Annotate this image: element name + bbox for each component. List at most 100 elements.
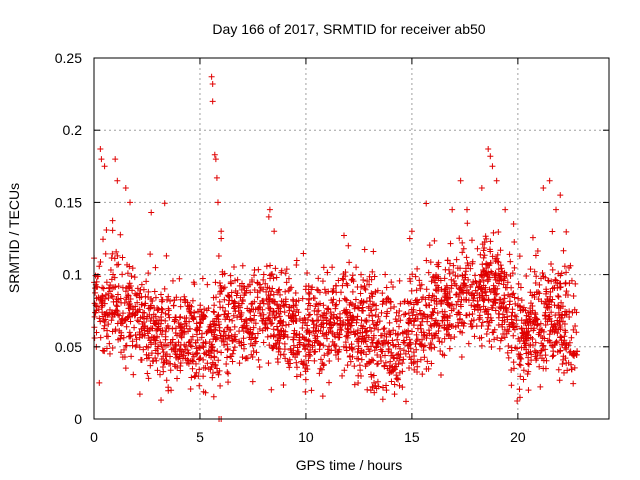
data-point: [211, 309, 218, 316]
data-point: [221, 296, 228, 303]
data-point: [568, 366, 575, 373]
data-point: [421, 342, 428, 349]
data-point: [566, 314, 573, 321]
data-point: [382, 339, 389, 346]
data-point: [360, 277, 367, 284]
data-point: [272, 340, 279, 347]
data-point: [547, 288, 554, 295]
data-point: [482, 233, 489, 240]
data-point: [123, 323, 130, 330]
data-point: [269, 312, 276, 319]
data-point: [549, 353, 556, 360]
data-point: [482, 284, 489, 291]
data-point: [354, 304, 361, 311]
data-point: [175, 356, 182, 363]
data-point: [457, 328, 464, 335]
data-point: [552, 276, 559, 283]
data-point: [399, 330, 406, 337]
data-point: [380, 342, 387, 349]
data-point: [516, 394, 523, 401]
data-point: [463, 290, 470, 297]
data-point: [286, 307, 293, 314]
data-point: [312, 348, 319, 355]
data-point: [525, 368, 532, 375]
data-point: [163, 377, 170, 384]
data-point: [410, 349, 417, 356]
data-point: [262, 325, 269, 332]
data-point: [210, 393, 217, 400]
data-point: [339, 282, 346, 289]
data-point: [225, 301, 232, 308]
data-point: [354, 338, 361, 345]
data-point: [111, 310, 118, 317]
data-point: [234, 314, 241, 321]
data-point: [571, 364, 578, 371]
data-point: [447, 240, 454, 247]
data-point: [358, 356, 365, 363]
data-point: [101, 163, 108, 170]
data-point: [491, 336, 498, 343]
data-point: [277, 308, 284, 315]
data-point: [516, 338, 523, 345]
data-point: [508, 284, 515, 291]
data-point: [102, 311, 109, 318]
data-point: [209, 374, 216, 381]
data-point: [424, 313, 431, 320]
data-point: [387, 331, 394, 338]
data-point: [132, 290, 139, 297]
data-point: [293, 298, 300, 305]
data-point: [108, 292, 115, 299]
data-point: [293, 359, 300, 366]
data-point: [179, 355, 186, 362]
data-point: [454, 319, 461, 326]
data-point: [528, 357, 535, 364]
data-point: [224, 354, 231, 361]
data-point: [128, 273, 135, 280]
data-point: [487, 259, 494, 266]
data-point: [570, 293, 577, 300]
data-point: [297, 371, 304, 378]
data-point: [151, 305, 158, 312]
data-point: [315, 317, 322, 324]
data-point: [212, 326, 219, 333]
data-point: [254, 294, 261, 301]
data-point: [424, 358, 431, 365]
data-point: [228, 333, 235, 340]
data-point: [497, 270, 504, 277]
data-point: [449, 206, 456, 213]
data-point: [257, 284, 264, 291]
data-point: [305, 289, 312, 296]
data-point: [306, 351, 313, 358]
data-point: [249, 331, 256, 338]
data-point: [457, 311, 464, 318]
data-point: [266, 206, 273, 213]
data-point: [480, 254, 487, 261]
data-point: [497, 262, 504, 269]
data-point: [499, 321, 506, 328]
data-point: [292, 290, 299, 297]
data-point: [299, 325, 306, 332]
data-point: [266, 298, 273, 305]
data-point: [523, 350, 530, 357]
data-point: [306, 311, 313, 318]
data-point: [270, 326, 277, 333]
data-point: [101, 300, 108, 307]
data-point: [225, 332, 232, 339]
data-point: [481, 308, 488, 315]
data-point: [484, 326, 491, 333]
data-point: [354, 348, 361, 355]
data-point: [109, 227, 116, 234]
data-point: [515, 351, 522, 358]
data-point: [374, 340, 381, 347]
data-point: [566, 264, 573, 271]
data-point: [139, 313, 146, 320]
data-point: [302, 388, 309, 395]
data-point: [254, 280, 261, 287]
data-point: [485, 322, 492, 329]
data-point: [142, 300, 149, 307]
data-point: [419, 318, 426, 325]
data-point: [414, 265, 421, 272]
data-point: [545, 277, 552, 284]
data-point: [517, 373, 524, 380]
data-point: [268, 386, 275, 393]
